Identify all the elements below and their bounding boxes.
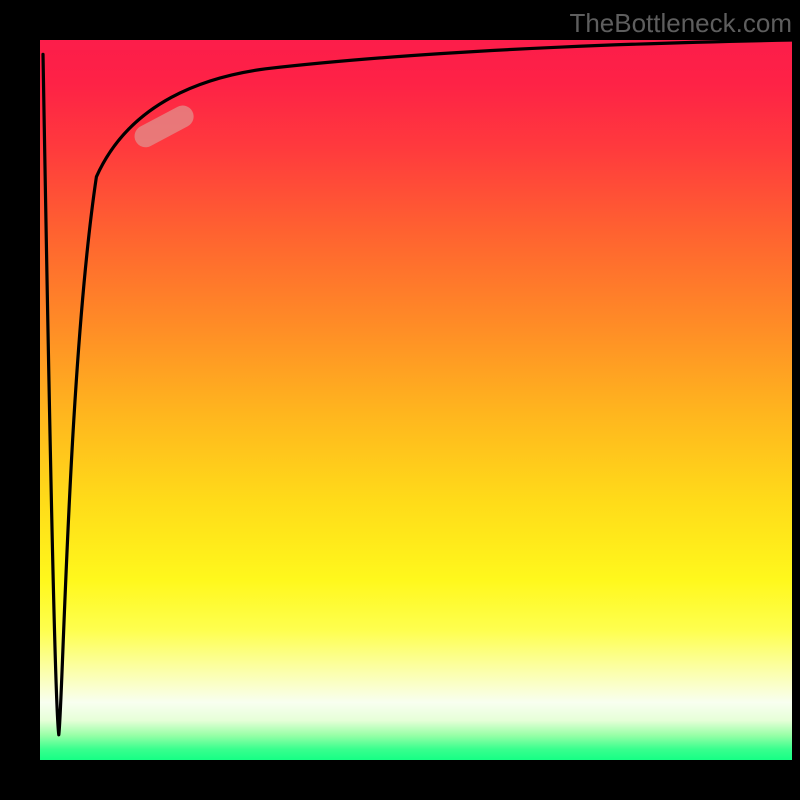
plot-area <box>40 40 792 760</box>
watermark-text: TheBottleneck.com <box>569 8 792 39</box>
curve-layer <box>40 40 792 760</box>
highlight-pill <box>131 102 198 151</box>
chart-container: TheBottleneck.com <box>0 0 800 800</box>
bottleneck-curve <box>43 40 792 735</box>
